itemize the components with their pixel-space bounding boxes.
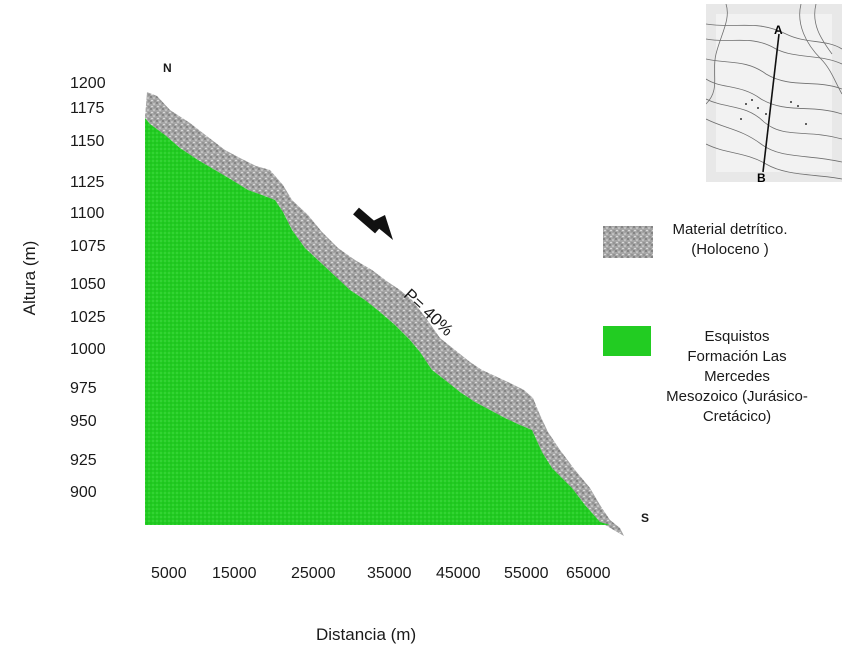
x-tick-label: 55000 [504, 565, 549, 582]
inset-topographic-map: A B [706, 4, 842, 182]
x-tick-label: 5000 [151, 565, 187, 582]
slope-direction-arrow [353, 207, 393, 240]
y-tick-label: 900 [70, 484, 97, 501]
y-tick-label: 1050 [70, 276, 106, 293]
y-tick-label: 1000 [70, 341, 106, 358]
y-tick-label: 925 [70, 452, 97, 469]
legend-label-detritic: Material detrítico. (Holoceno ) [672, 221, 788, 258]
detritic-material-layer [145, 92, 624, 536]
x-tick-label: 65000 [566, 565, 611, 582]
y-tick-label: 975 [70, 380, 97, 397]
y-tick-label: 1125 [70, 174, 105, 191]
south-label: S [641, 511, 650, 525]
legend-swatch-detritic [603, 226, 653, 258]
y-tick-label: 1075 [70, 238, 106, 255]
inset-point-b: B [757, 171, 766, 182]
x-tick-label: 45000 [436, 565, 481, 582]
y-tick-label: 1150 [70, 133, 105, 150]
x-tick-label: 15000 [212, 565, 257, 582]
inset-point-a: A [774, 23, 783, 37]
y-tick-label: 1200 [70, 75, 106, 92]
y-tick-label: 1100 [70, 205, 105, 222]
y-tick-label: 950 [70, 413, 97, 430]
legend-label-schist: Esquistos Formación Las Mercedes Mesozoi… [666, 328, 808, 425]
y-tick-label: 1025 [70, 309, 106, 326]
schist-formation-layer [145, 118, 610, 525]
x-tick-label: 25000 [291, 565, 336, 582]
y-tick-label: 1175 [70, 100, 105, 117]
x-tick-label: 35000 [367, 565, 412, 582]
north-label: N [163, 61, 172, 75]
section-line [762, 33, 780, 173]
legend-swatch-schist [603, 326, 651, 356]
x-axis-label: Distancia (m) [316, 625, 417, 644]
